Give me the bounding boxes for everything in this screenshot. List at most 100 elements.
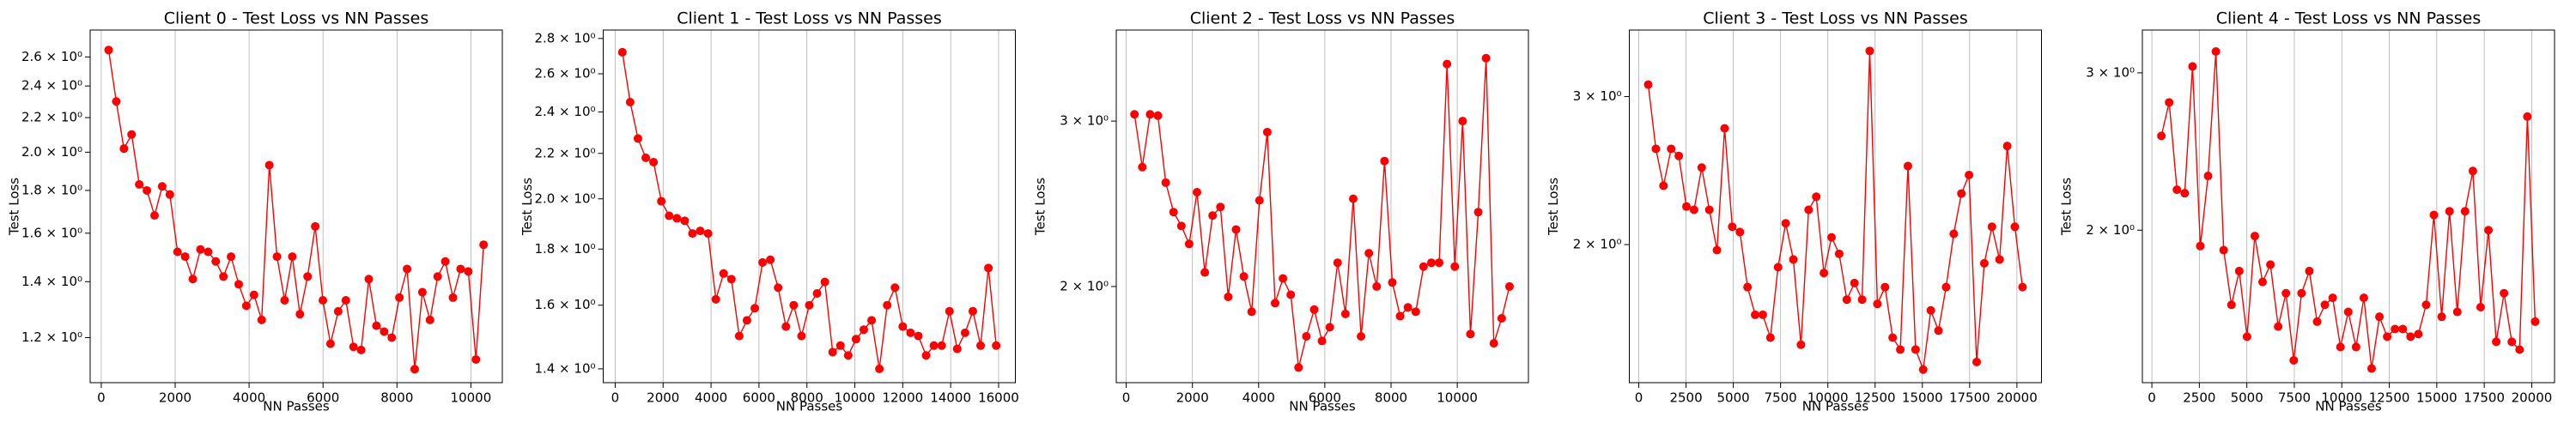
loss-point (726, 275, 736, 284)
loss-point (303, 272, 313, 281)
loss-point (341, 295, 350, 305)
loss-point (875, 364, 884, 373)
loss-point (1426, 258, 1436, 268)
loss-point (1659, 181, 1668, 190)
y-tick-label: 2.2 × 10⁰ (21, 110, 82, 125)
loss-point (2429, 210, 2439, 220)
loss-point (479, 240, 489, 250)
loss-point (2281, 288, 2291, 298)
loss-point (1279, 274, 1288, 283)
loss-point (1965, 170, 1974, 179)
loss-line (2160, 51, 2537, 369)
loss-point (1208, 211, 1218, 221)
x-tick-label: 10000 (451, 390, 492, 406)
loss-point (820, 277, 829, 287)
loss-point (1161, 178, 1170, 187)
loss-point (1842, 295, 1851, 305)
loss-point (968, 306, 977, 316)
x-axis-label: NN Passes (1802, 399, 1869, 414)
loss-point (672, 214, 682, 223)
x-tick-label: 10000 (2321, 390, 2362, 406)
loss-point (1411, 307, 1420, 317)
loss-point (890, 283, 900, 293)
loss-point (1896, 345, 1905, 354)
loss-point (364, 275, 374, 284)
plot-frame (89, 29, 503, 384)
loss-point (2297, 288, 2306, 298)
loss-point (859, 325, 868, 335)
x-tick-label: 0 (1122, 390, 1131, 406)
y-tick-label: 2.4 × 10⁰ (534, 104, 595, 119)
x-tick-label: 5000 (2231, 390, 2263, 406)
loss-point (2211, 46, 2221, 56)
loss-point (1309, 305, 1319, 314)
loss-point (812, 288, 822, 298)
loss-point (835, 341, 845, 350)
loss-point (2406, 332, 2415, 341)
loss-point (1294, 363, 1303, 372)
x-tick-label: 15000 (2416, 390, 2458, 406)
loss-point (1941, 282, 1951, 292)
loss-point (992, 341, 1001, 350)
x-tick-label: 8000 (791, 390, 823, 406)
loss-point (1934, 326, 1943, 335)
loss-point (211, 257, 221, 266)
loss-point (2320, 300, 2330, 310)
y-tick-label: 1.4 × 10⁰ (21, 274, 82, 289)
loss-point (1850, 278, 1859, 287)
x-axis-label: NN Passes (776, 399, 843, 414)
loss-point (241, 301, 251, 311)
loss-point (1911, 345, 1920, 354)
loss-point (2437, 312, 2446, 322)
loss-point (1812, 192, 1821, 202)
loss-point (395, 293, 404, 302)
loss-point (2336, 342, 2345, 352)
loss-point (2018, 282, 2027, 292)
loss-point (433, 272, 442, 281)
loss-point (2328, 293, 2337, 303)
loss-point (2460, 207, 2470, 216)
loss-point (1357, 332, 1366, 341)
loss-point (734, 331, 744, 341)
loss-point (403, 264, 412, 274)
loss-point (1643, 80, 1653, 89)
loss-point (2476, 303, 2485, 312)
loss-point (417, 287, 427, 297)
x-tick-label: 0 (611, 390, 620, 406)
loss-point (1458, 117, 1467, 126)
loss-point (1247, 307, 1256, 317)
loss-point (425, 315, 434, 324)
loss-point (960, 328, 969, 337)
loss-point (2188, 62, 2197, 71)
loss-point (112, 97, 121, 106)
x-tick-label: 0 (97, 390, 106, 406)
loss-point (2172, 185, 2182, 195)
loss-point (1888, 333, 1898, 342)
y-tick-label: 2.0 × 10⁰ (534, 190, 595, 206)
y-tick-label: 2.2 × 10⁰ (534, 145, 595, 160)
loss-point (2234, 266, 2244, 275)
x-tick-label: 2000 (647, 390, 679, 406)
loss-point (758, 257, 768, 267)
loss-point (1255, 196, 1264, 205)
x-tick-label: 7500 (2278, 390, 2311, 406)
loss-point (1758, 310, 1767, 319)
loss-point (1926, 305, 1935, 315)
loss-point (173, 247, 182, 257)
loss-point (2266, 260, 2275, 269)
loss-point (828, 347, 837, 357)
loss-point (1504, 281, 1514, 291)
loss-point (1443, 59, 1452, 69)
chart-title: Client 1 - Test Loss vs NN Passes (677, 9, 942, 28)
loss-point (1804, 205, 1814, 214)
loss-point (2507, 337, 2517, 347)
loss-point (2375, 312, 2385, 322)
y-tick-label: 2 × 10⁰ (1573, 237, 1622, 252)
loss-point (1317, 336, 1327, 346)
loss-point (2010, 222, 2020, 232)
loss-point (464, 267, 473, 276)
loss-point (2452, 307, 2462, 317)
loss-point (1704, 205, 1714, 214)
x-tick-label: 4000 (1242, 390, 1275, 406)
loss-point (1435, 258, 1444, 268)
